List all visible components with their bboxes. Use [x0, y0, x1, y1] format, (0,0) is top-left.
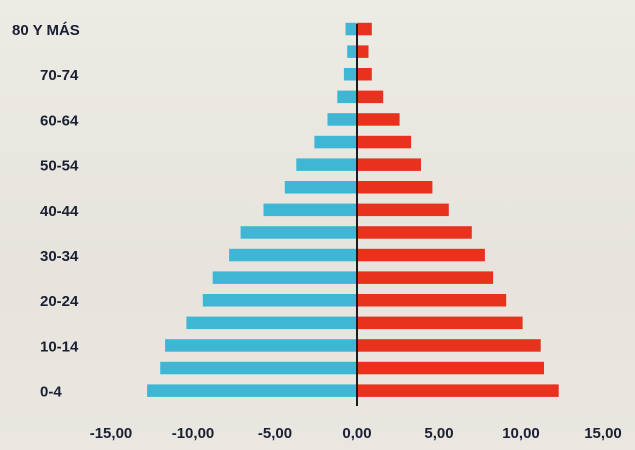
x-tick-label: 10,00 [502, 425, 540, 442]
right-bar-70-74 [357, 68, 372, 81]
y-tick-labels: 0-4 10-14 20-24 30-34 40-44 50-54 60-64 70-74 80… [12, 22, 80, 401]
left-bar-5-9 [160, 361, 357, 375]
right-bar-60-64 [357, 113, 400, 126]
x-tick-label: 5,00 [424, 425, 453, 442]
bars-group [147, 22, 559, 397]
right-bar-45-49 [357, 181, 433, 194]
left-bar-60-64 [327, 113, 357, 126]
right-bar-75-79 [357, 45, 369, 58]
y-tick-label: 50-54 [40, 158, 79, 175]
x-tick-label: -5,00 [258, 425, 292, 442]
right-bar-0-4 [357, 384, 559, 397]
right-bar-15-19 [357, 316, 523, 330]
left-bar-50-54 [296, 158, 357, 171]
x-tick-label: -15,00 [90, 425, 133, 442]
x-tick-label: 0,00 [342, 425, 371, 442]
right-bar-5-9 [357, 361, 544, 375]
left-bar-15-19 [186, 316, 357, 330]
left-bar-80 Y MÁS [345, 22, 357, 36]
right-bar-65-69 [357, 90, 384, 104]
y-tick-label: 30-34 [40, 248, 79, 265]
left-bar-10-14 [165, 339, 357, 352]
right-bar-20-24 [357, 294, 507, 307]
x-tick-labels: -15,00 -10,00 -5,00 0,00 5,00 10,00 15,00 [90, 425, 622, 442]
y-tick-label: 70-74 [40, 67, 79, 84]
left-bar-20-24 [202, 294, 357, 307]
left-bar-25-29 [212, 271, 357, 284]
left-bar-30-34 [229, 248, 357, 262]
right-bar-10-14 [357, 339, 541, 352]
left-bar-70-74 [343, 68, 357, 81]
left-bar-65-69 [337, 90, 357, 104]
right-bar-30-34 [357, 248, 485, 262]
right-bar-50-54 [357, 158, 421, 171]
right-bar-40-44 [357, 203, 449, 217]
right-bar-80 Y MÁS [357, 22, 372, 36]
y-tick-label: 10-14 [40, 338, 79, 355]
x-tick-label: 15,00 [584, 425, 622, 442]
y-tick-label: 0-4 [40, 384, 62, 401]
x-tick-label: -10,00 [172, 425, 215, 442]
left-bar-40-44 [263, 203, 357, 217]
right-bar-55-59 [357, 135, 412, 149]
left-bar-55-59 [314, 135, 357, 149]
left-bar-45-49 [284, 181, 357, 194]
left-bar-75-79 [347, 45, 357, 58]
left-bar-0-4 [147, 384, 357, 397]
left-bar-35-39 [240, 226, 357, 239]
y-tick-label: 20-24 [40, 293, 79, 310]
right-bar-25-29 [357, 271, 494, 284]
y-tick-label: 40-44 [40, 203, 79, 220]
y-tick-label: 60-64 [40, 112, 79, 129]
right-bar-35-39 [357, 226, 472, 239]
y-tick-label: 80 Y MÁS [12, 22, 80, 39]
